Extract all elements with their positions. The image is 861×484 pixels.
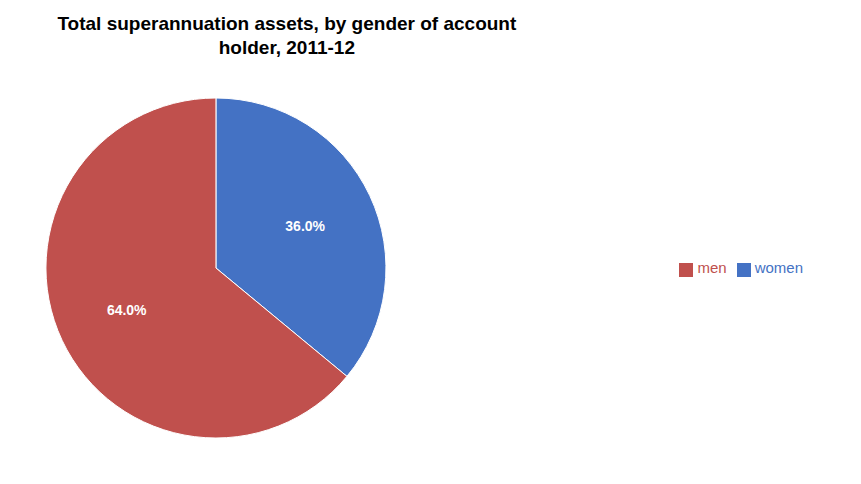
html-text:holder, 2011-12: holder, 2011-12: [218, 37, 355, 58]
html-text:Total superannuation assets, b: Total superannuation assets, by gender o…: [57, 13, 517, 34]
html-text:men: men: [697, 259, 727, 277]
svg-text:64.0%: 64.0%: [107, 302, 147, 318]
svg-text:36.0%: 36.0%: [285, 218, 325, 234]
html-text:women: women: [754, 259, 803, 277]
